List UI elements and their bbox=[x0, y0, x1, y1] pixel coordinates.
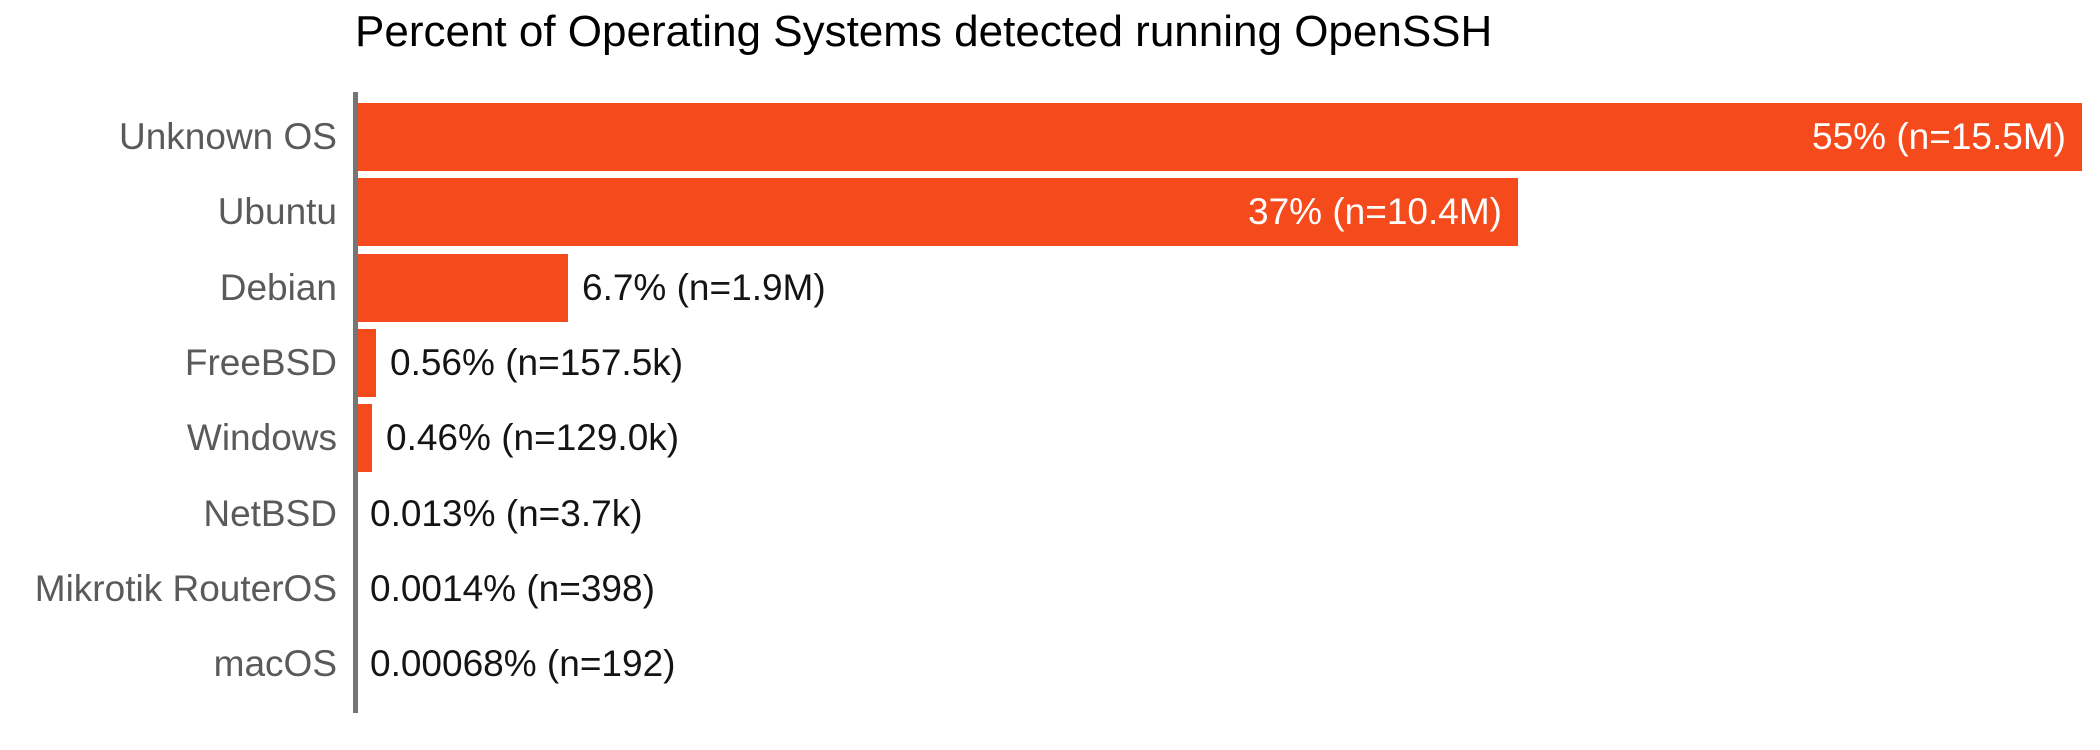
bar-row: FreeBSD 0.56% (n=157.5k) bbox=[0, 328, 2100, 397]
bar-row: macOS 0.00068% (n=192) bbox=[0, 630, 2100, 698]
bar bbox=[358, 328, 376, 397]
bar bbox=[358, 253, 568, 322]
bar-row: Windows 0.46% (n=129.0k) bbox=[0, 404, 2100, 473]
bar-row: NetBSD 0.013% (n=3.7k) bbox=[0, 480, 2100, 548]
category-label: Debian bbox=[219, 266, 337, 308]
category-label: macOS bbox=[213, 643, 337, 685]
value-label: 55% (n=15.5M) bbox=[1812, 116, 2066, 157]
bar-row: Ubuntu 37% (n=10.4M) bbox=[0, 178, 2100, 247]
category-label: Windows bbox=[186, 417, 337, 459]
category-label: FreeBSD bbox=[184, 341, 337, 383]
bar-row: Unknown OS 55% (n=15.5M) bbox=[0, 103, 2100, 171]
value-label: 6.7% (n=1.9M) bbox=[582, 266, 826, 308]
y-axis-line bbox=[353, 92, 358, 713]
bar bbox=[358, 404, 372, 473]
category-label: NetBSD bbox=[203, 492, 337, 534]
category-label: Ubuntu bbox=[217, 191, 337, 233]
bar bbox=[358, 103, 2082, 171]
bar-row: Mikrotik RouterOS 0.0014% (n=398) bbox=[0, 555, 2100, 623]
value-label: 0.013% (n=3.7k) bbox=[370, 492, 643, 534]
value-label: 0.56% (n=157.5k) bbox=[390, 341, 684, 383]
value-label: 37% (n=10.4M) bbox=[1248, 191, 1502, 233]
bar-row: Debian 6.7% (n=1.9M) bbox=[0, 253, 2100, 322]
bar bbox=[358, 178, 1518, 247]
value-label: 0.0014% (n=398) bbox=[370, 567, 655, 609]
category-label: Mikrotik RouterOS bbox=[34, 567, 337, 609]
value-label: 0.46% (n=129.0k) bbox=[386, 417, 680, 459]
chart-title: Percent of Operating Systems detected ru… bbox=[355, 7, 1493, 56]
category-label: Unknown OS bbox=[119, 116, 337, 157]
value-label: 0.00068% (n=192) bbox=[370, 643, 676, 685]
